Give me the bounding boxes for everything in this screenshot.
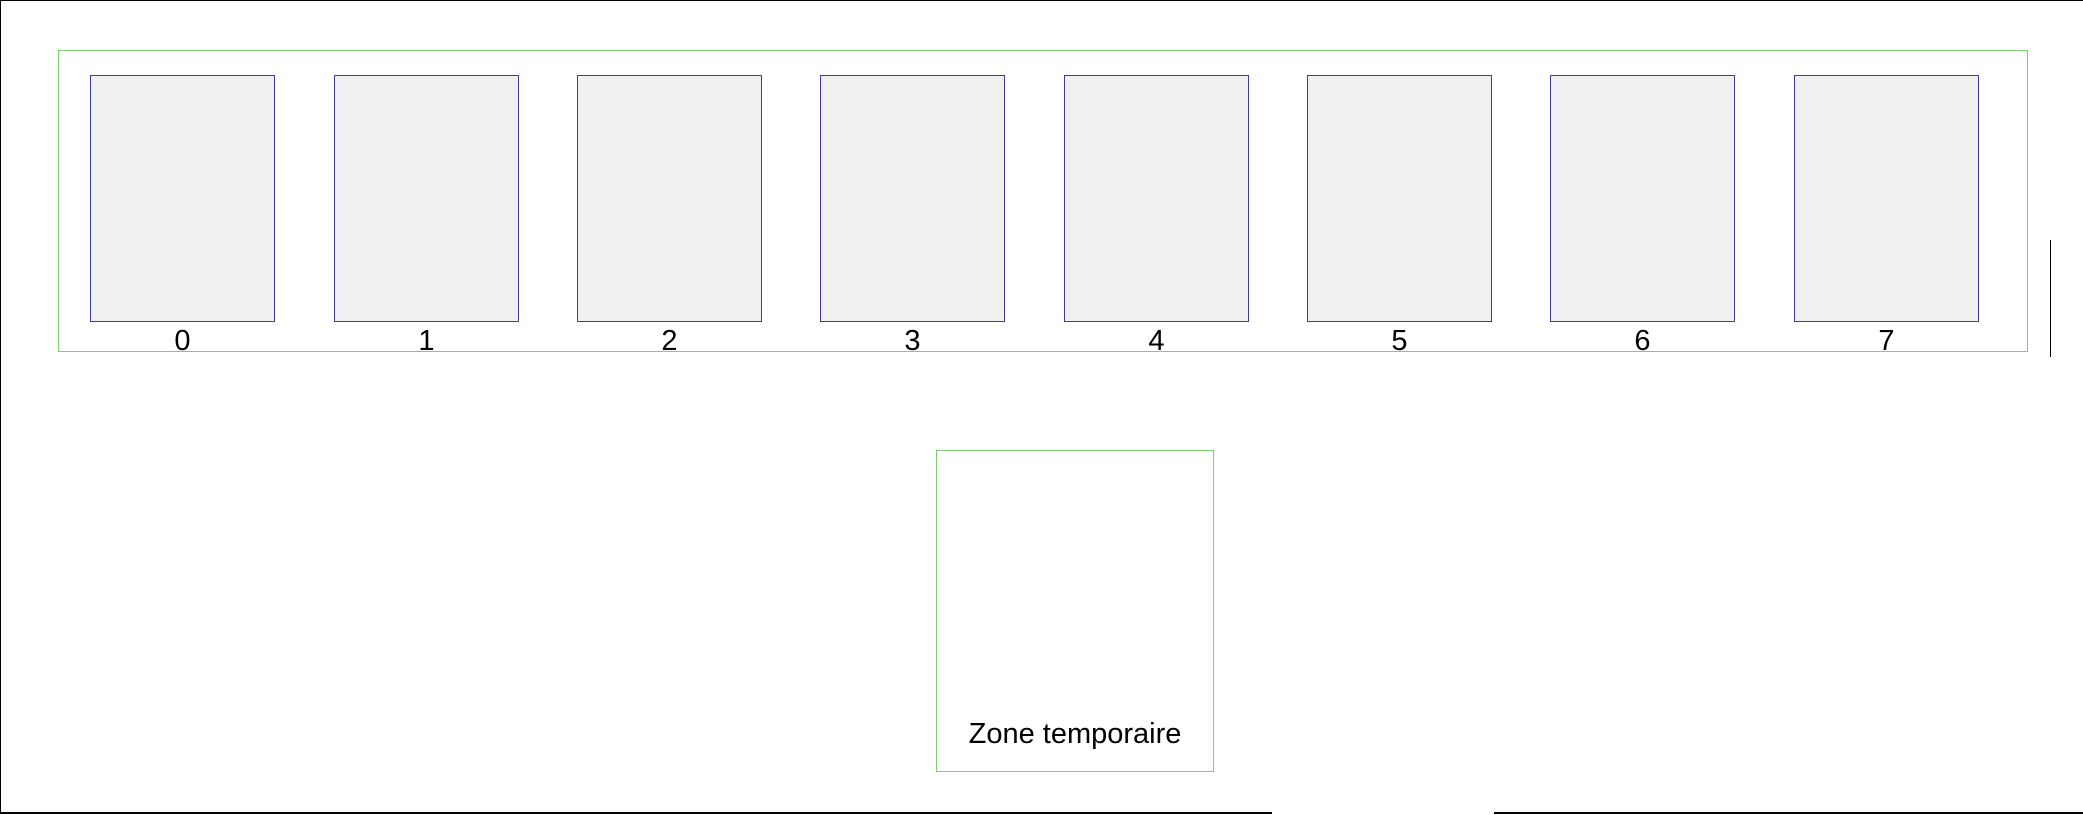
slot-5[interactable]: 5 [1307, 75, 1492, 375]
slot-label: 0 [174, 325, 191, 357]
temporary-zone-label: Zone temporaire [968, 718, 1182, 750]
slot-label: 7 [1878, 325, 1895, 357]
card-placeholder[interactable] [577, 75, 762, 322]
card-placeholder[interactable] [90, 75, 275, 322]
card-placeholder[interactable] [1064, 75, 1249, 322]
slot-3[interactable]: 3 [820, 75, 1005, 375]
slot-2[interactable]: 2 [577, 75, 762, 375]
slot-label: 3 [904, 325, 921, 357]
frame-bottom-line [1494, 812, 2083, 814]
temporary-zone[interactable]: Zone temporaire [936, 450, 1214, 772]
slot-label: 2 [661, 325, 678, 357]
frame-right-line [2050, 240, 2051, 357]
slot-7[interactable]: 7 [1794, 75, 1979, 375]
slot-label: 6 [1634, 325, 1651, 357]
frame-bottom-line [0, 812, 1272, 814]
slot-0[interactable]: 0 [90, 75, 275, 375]
card-placeholder[interactable] [1794, 75, 1979, 322]
card-placeholder[interactable] [820, 75, 1005, 322]
slots-zone: 0 1 2 3 4 5 6 7 [58, 50, 2028, 357]
slot-label: 1 [418, 325, 435, 357]
card-placeholder[interactable] [1307, 75, 1492, 322]
frame-left-line [0, 0, 1, 813]
card-placeholder[interactable] [1550, 75, 1735, 322]
slot-4[interactable]: 4 [1064, 75, 1249, 375]
card-placeholder[interactable] [334, 75, 519, 322]
slot-label: 5 [1391, 325, 1408, 357]
slot-1[interactable]: 1 [334, 75, 519, 375]
frame-top-line [0, 0, 2083, 1]
slot-label: 4 [1148, 325, 1165, 357]
slot-6[interactable]: 6 [1550, 75, 1735, 375]
